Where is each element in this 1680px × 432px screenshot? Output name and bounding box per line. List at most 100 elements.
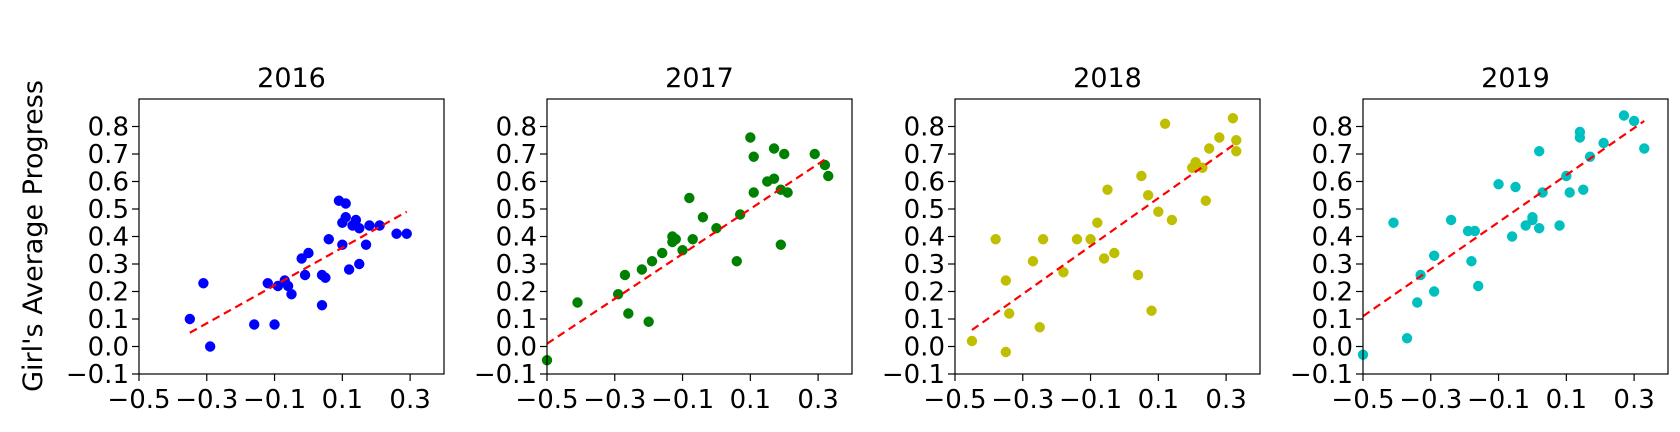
data-point — [340, 212, 351, 223]
trend-line — [546, 158, 826, 345]
data-point — [670, 234, 681, 245]
data-point — [643, 316, 654, 327]
y-tick-label: 0.0 — [1312, 333, 1353, 363]
x-tick-label: −0.5 — [923, 385, 986, 415]
data-point — [401, 228, 412, 239]
data-point — [1506, 231, 1518, 242]
y-tick-label: 0.2 — [88, 278, 129, 308]
data-point — [1034, 322, 1045, 333]
x-tick-label: 0.1 — [1546, 385, 1587, 415]
data-point — [262, 278, 273, 289]
data-point — [198, 278, 209, 289]
data-point — [286, 289, 297, 300]
data-point — [748, 151, 759, 162]
data-point — [1231, 135, 1242, 146]
y-tick-label: 0.4 — [904, 223, 945, 253]
data-point — [1058, 267, 1069, 278]
y-tick-label: 0.3 — [88, 250, 129, 280]
x-tick-label: 0.3 — [797, 385, 838, 415]
data-point — [320, 272, 331, 283]
data-point — [1000, 346, 1012, 358]
y-tick-label: 0.1 — [88, 305, 129, 335]
data-point — [748, 187, 759, 198]
x-tick-label: −0.5 — [107, 385, 170, 415]
data-point — [1085, 234, 1096, 245]
trend-line — [1362, 120, 1645, 318]
data-point — [364, 220, 375, 231]
x-tick-label: 0.1 — [322, 385, 363, 415]
panel-title: 2018 — [1073, 63, 1142, 94]
data-point — [337, 239, 348, 250]
y-tick-label: 0.8 — [904, 113, 945, 143]
data-point — [1214, 132, 1225, 143]
data-point — [1554, 220, 1565, 231]
x-tick-label: −0.5 — [515, 385, 578, 415]
y-tick-label: 0.1 — [1312, 305, 1353, 335]
data-point — [360, 239, 372, 250]
data-point — [731, 256, 742, 267]
data-point — [657, 247, 668, 259]
y-tick-label: −0.1 — [474, 360, 537, 390]
data-point — [1098, 253, 1110, 264]
y-tick-label: 0.0 — [496, 333, 537, 363]
x-tick-label: −0.5 — [1331, 385, 1394, 415]
data-point — [1534, 146, 1545, 157]
data-point — [1534, 223, 1545, 234]
data-point — [677, 245, 688, 256]
x-tick-label: 0.1 — [730, 385, 771, 415]
data-point — [1469, 225, 1481, 237]
data-point — [1493, 179, 1504, 190]
y-tick-label: 0.8 — [88, 113, 129, 143]
data-point — [1428, 286, 1440, 297]
data-point — [646, 256, 658, 267]
data-point — [184, 313, 196, 325]
data-point — [1401, 333, 1413, 344]
data-point — [1159, 118, 1171, 129]
data-point — [1231, 146, 1242, 157]
x-tick-label: −0.3 — [1399, 385, 1462, 415]
data-point — [768, 143, 780, 154]
data-point — [572, 297, 583, 308]
axes-frame — [138, 98, 445, 375]
data-point — [1527, 212, 1538, 223]
data-point — [1466, 256, 1477, 267]
panel-title: 2019 — [1481, 63, 1550, 94]
data-point — [1109, 247, 1120, 259]
x-tick-label: −0.1 — [651, 385, 714, 415]
data-point — [1071, 234, 1083, 245]
data-point — [697, 212, 709, 223]
data-point — [1473, 280, 1484, 292]
y-tick-label: −0.1 — [882, 360, 945, 390]
y-tick-label: 0.7 — [496, 140, 537, 170]
data-point — [1510, 181, 1521, 193]
y-tick-label: 0.0 — [904, 333, 945, 363]
x-tick-label: 0.3 — [1205, 385, 1246, 415]
data-point — [1092, 217, 1103, 228]
data-point — [391, 228, 402, 239]
data-point — [1136, 170, 1147, 182]
y-tick-label: 0.0 — [88, 333, 129, 363]
x-tick-label: 0.3 — [1613, 385, 1654, 415]
panels: 2016−0.5 −0.3 −0.1 0.1 0.3−0.10.00.10.20.30.… — [66, 63, 1669, 415]
data-point — [340, 198, 351, 209]
y-tick-label: 0.2 — [904, 278, 945, 308]
data-point — [636, 264, 648, 275]
data-point — [809, 148, 820, 160]
data-point — [966, 335, 978, 347]
data-point — [623, 308, 634, 319]
y-tick-label: 0.3 — [1312, 250, 1353, 280]
data-point — [1428, 250, 1440, 261]
data-point — [1132, 269, 1144, 281]
data-point — [1227, 113, 1239, 124]
data-point — [316, 300, 328, 311]
trend-line — [971, 142, 1237, 331]
data-point — [687, 234, 698, 245]
y-tick-label: 0.6 — [496, 168, 537, 198]
data-point — [1200, 195, 1211, 206]
data-point — [745, 132, 756, 143]
panel-2016: 2016−0.5 −0.3 −0.1 0.1 0.3−0.10.00.10.20.30.… — [66, 63, 445, 415]
data-point — [343, 264, 355, 275]
data-point — [1412, 297, 1423, 308]
data-point — [299, 269, 311, 281]
